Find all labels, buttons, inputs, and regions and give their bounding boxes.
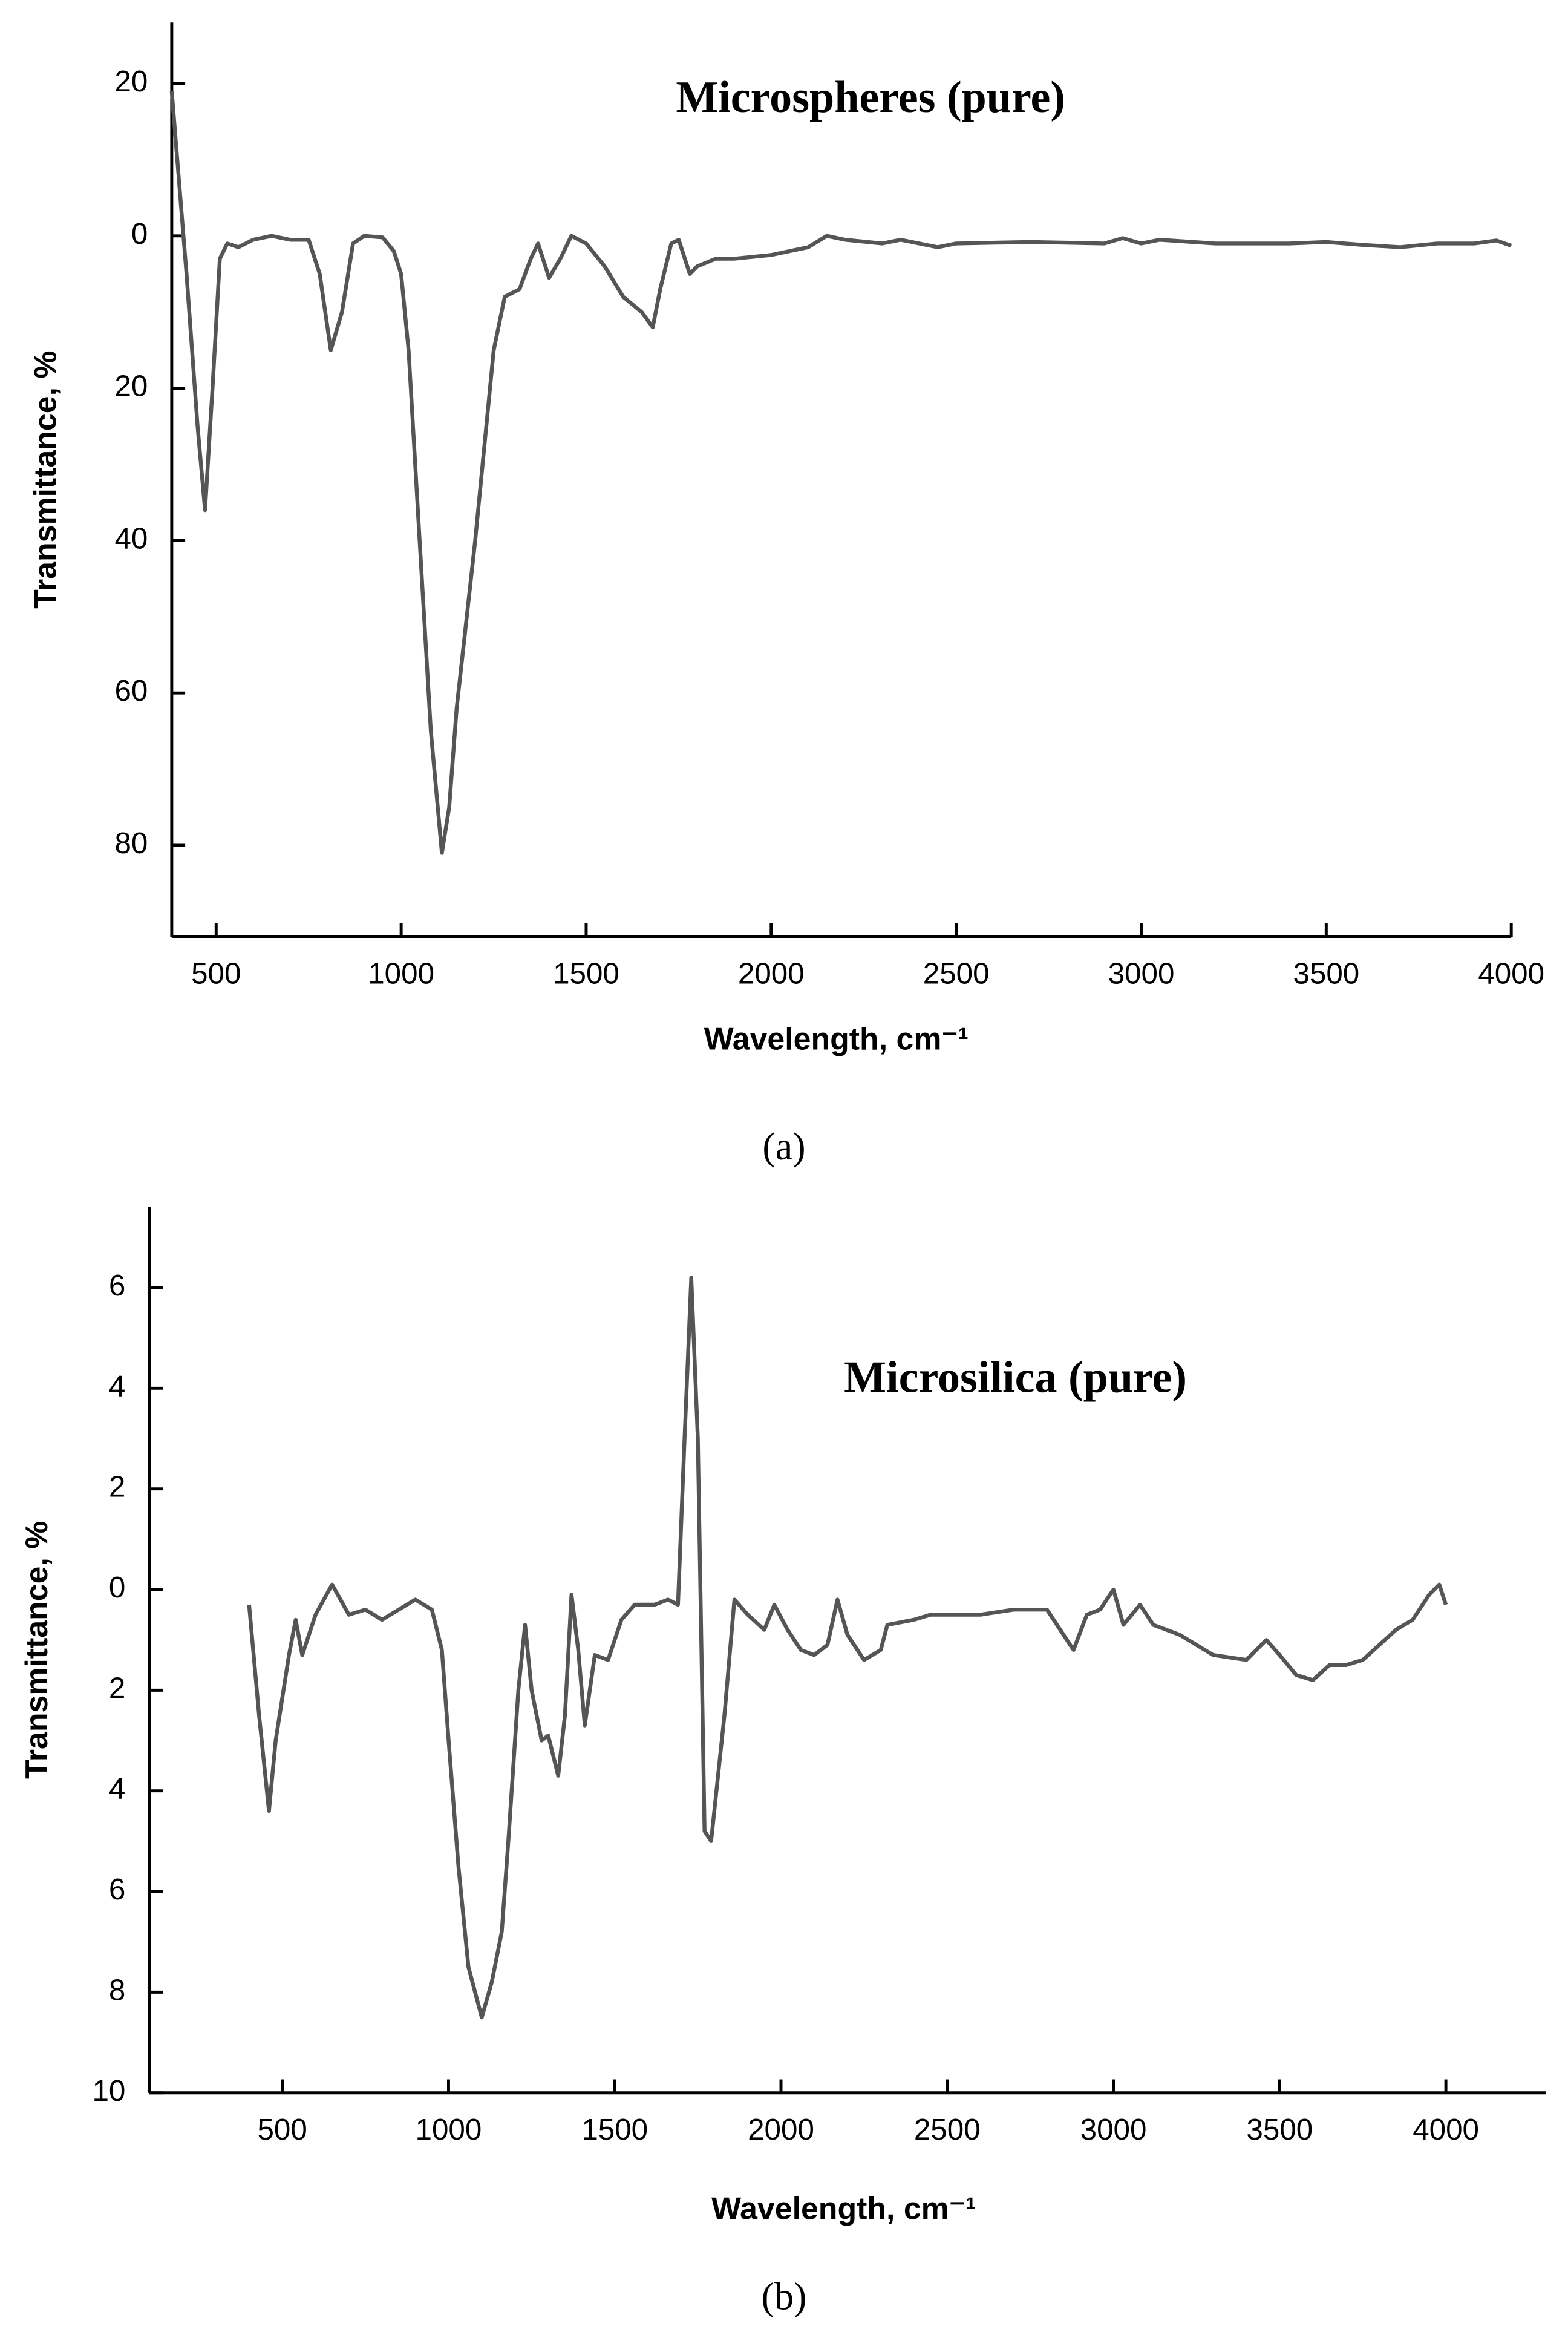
x-tick-label: 1000 bbox=[368, 957, 434, 990]
spectrum-line bbox=[169, 91, 1512, 855]
caption: (a) bbox=[762, 1125, 805, 1168]
chart-title: Microspheres (pure) bbox=[676, 73, 1065, 122]
y-axis-label: Transmittance, % bbox=[19, 1521, 54, 1779]
x-tick-label: 1000 bbox=[416, 2113, 482, 2146]
y-axis-label: Transmittance, % bbox=[28, 351, 63, 609]
x-tick-label: 500 bbox=[191, 957, 241, 990]
x-tick-label: 2500 bbox=[914, 2113, 981, 2146]
y-tick-label: 6 bbox=[109, 1873, 125, 1906]
y-tick-label: 0 bbox=[109, 1571, 125, 1604]
x-tick-label: 1500 bbox=[581, 2113, 648, 2146]
y-tick-label: 4 bbox=[109, 1369, 125, 1403]
y-tick-label: 2 bbox=[109, 1671, 125, 1705]
x-axis-label: Wavelength, cm⁻¹ bbox=[704, 1021, 969, 1056]
x-tick-label: 4000 bbox=[1413, 2113, 1479, 2146]
spectrum-line bbox=[247, 1276, 1448, 2020]
y-tick-label: 80 bbox=[114, 827, 148, 860]
y-tick-label: 20 bbox=[114, 370, 148, 403]
caption: (b) bbox=[762, 2275, 807, 2318]
y-tick-label: 4 bbox=[109, 1772, 125, 1806]
x-tick-label: 2000 bbox=[738, 957, 805, 990]
x-tick-label: 500 bbox=[257, 2113, 307, 2146]
y-tick-label: 10 bbox=[92, 2074, 125, 2108]
y-tick-label: 6 bbox=[109, 1269, 125, 1302]
x-tick-label: 3000 bbox=[1080, 2113, 1147, 2146]
x-tick-label: 3500 bbox=[1293, 957, 1359, 990]
y-tick-label: 8 bbox=[109, 1973, 125, 2006]
x-axis-label: Wavelength, cm⁻¹ bbox=[711, 2190, 976, 2226]
y-tick-label: 2 bbox=[109, 1470, 125, 1504]
chart-title: Microsilica (pure) bbox=[844, 1353, 1187, 1403]
y-tick-label: 20 bbox=[114, 65, 148, 98]
y-tick-label: 60 bbox=[114, 674, 148, 707]
x-tick-label: 4000 bbox=[1478, 957, 1544, 990]
x-tick-label: 3000 bbox=[1108, 957, 1175, 990]
y-tick-label: 0 bbox=[131, 217, 148, 251]
x-tick-label: 2000 bbox=[748, 2113, 814, 2146]
x-tick-label: 3500 bbox=[1246, 2113, 1313, 2146]
y-tick-label: 40 bbox=[114, 522, 148, 555]
x-tick-label: 1500 bbox=[553, 957, 619, 990]
x-tick-label: 2500 bbox=[923, 957, 990, 990]
